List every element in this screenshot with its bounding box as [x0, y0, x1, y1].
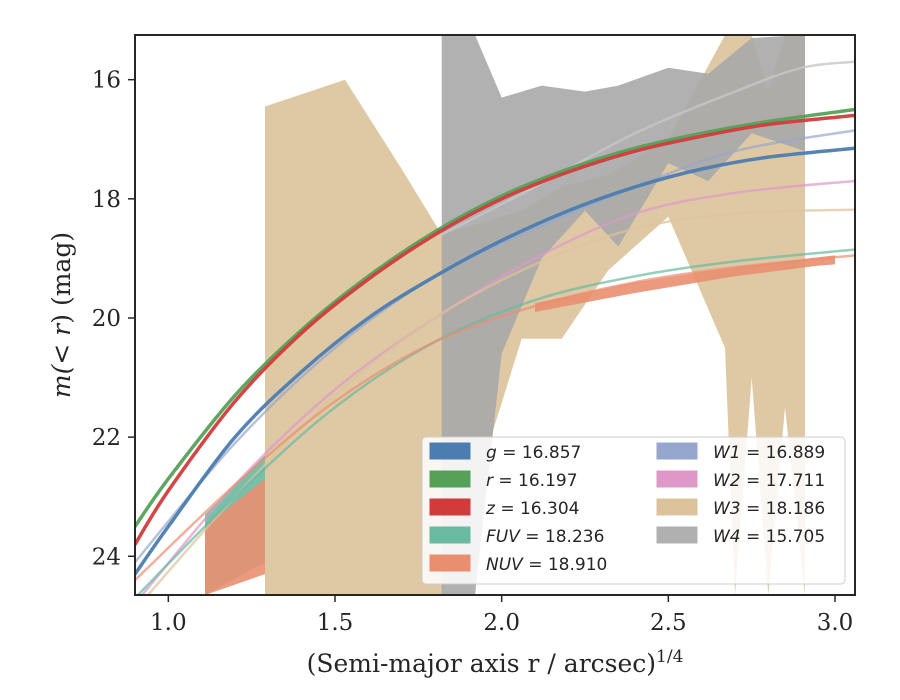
legend-swatch-w1	[656, 442, 698, 460]
ticks-layer: 1.0 1.5 2.0 2.5 3.0 16 18 20 22 24	[92, 68, 854, 636]
legend-swatch-w2	[656, 470, 698, 488]
legend-swatch-fuv	[429, 526, 471, 544]
legend-swatch-r	[429, 470, 471, 488]
x-tick-label: 3.0	[817, 610, 854, 636]
x-tick-label: 1.5	[317, 610, 354, 636]
x-axis-title: (Semi-major axis r / arcsec)1/4	[307, 647, 684, 678]
y-tick-label: 22	[92, 425, 121, 451]
legend-label-g: g = 16.857	[486, 443, 581, 463]
band-nuv	[205, 478, 265, 595]
x-tick-label: 2.0	[483, 610, 520, 636]
y-tick-label: 20	[92, 306, 121, 332]
legend-label-nuv: NUV = 18.910	[486, 555, 607, 575]
legend-swatch-nuv	[429, 554, 471, 572]
y-axis-title-prefix: m(	[47, 363, 76, 398]
legend-label-w1: W1 = 16.889	[713, 443, 825, 463]
line-r	[135, 107, 855, 529]
legend: g = 16.857 r = 16.197 z = 16.304 FUV = 18.2…	[421, 436, 846, 585]
x-tick-label: 1.0	[150, 610, 187, 636]
legend-label-fuv: FUV = 18.236	[486, 527, 604, 547]
legend-label-r: r = 16.197	[486, 471, 578, 491]
band-nuv	[535, 255, 835, 312]
legend-swatch-w4	[656, 526, 698, 544]
legend-label-w2: W2 = 17.711	[713, 471, 825, 491]
line-z	[135, 113, 855, 547]
y-axis-title-math: < r	[47, 322, 76, 365]
y-axis-title-suffix: ) (mag)	[47, 232, 76, 324]
line-fuv	[136, 248, 855, 595]
legend-label-w4: W4 = 15.705	[713, 527, 825, 547]
line-w4	[440, 60, 855, 236]
x-tick-label: 2.5	[650, 610, 687, 636]
series-layer	[135, 35, 855, 595]
legend-label-w3: W3 = 18.186	[713, 499, 825, 519]
y-axis-title: m(< r) (mag)	[47, 232, 76, 398]
legend-swatch-w3	[656, 498, 698, 516]
legend-label-z: z = 16.304	[485, 499, 579, 519]
band-w4	[441, 35, 805, 595]
legend-frame	[421, 436, 846, 585]
x-axis-title-exponent: 1/4	[656, 647, 683, 667]
y-tick-label: 18	[92, 187, 121, 213]
x-axis-title-main: (Semi-major axis r / arcsec)	[307, 649, 656, 678]
legend-swatch-z	[429, 498, 471, 516]
legend-swatch-g	[429, 442, 471, 460]
y-tick-label: 16	[92, 68, 121, 94]
y-tick-label: 24	[92, 544, 121, 570]
line-nuv	[135, 254, 855, 582]
line-g	[135, 146, 855, 576]
plot-frame	[134, 34, 856, 596]
